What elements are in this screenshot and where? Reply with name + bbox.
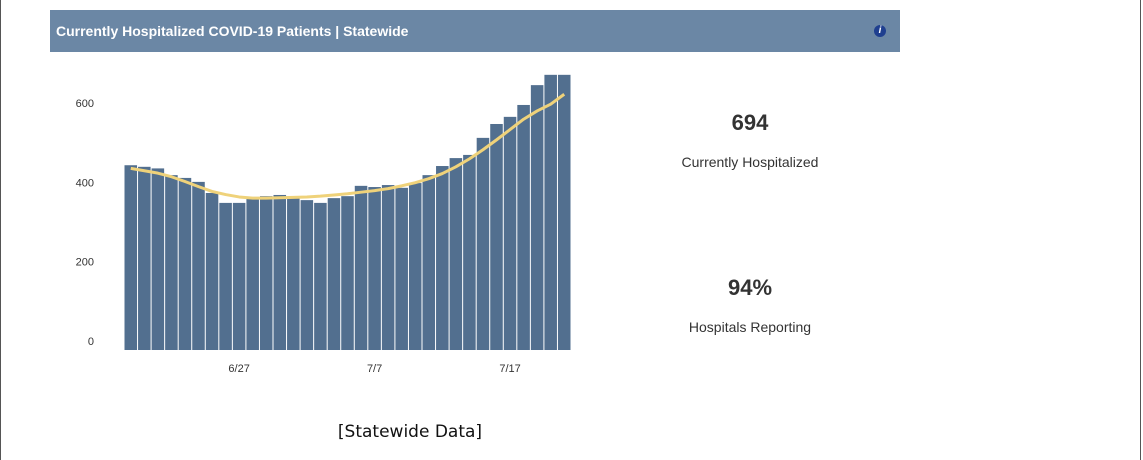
panel-title: Currently Hospitalized COVID-19 Patients…: [56, 23, 409, 39]
bar: [517, 104, 530, 350]
bar: [205, 192, 219, 350]
bar: [490, 123, 503, 351]
bar: [463, 154, 476, 350]
bar: [422, 175, 436, 350]
bar: [341, 196, 354, 350]
x-tick-label: 7/17: [499, 363, 520, 375]
bar: [287, 196, 300, 350]
bar: [530, 85, 544, 350]
y-tick-label: 200: [76, 257, 94, 269]
bar: [544, 74, 557, 350]
caption: [Statewide Data]: [337, 422, 483, 442]
stat: 94% Hospitals Reporting: [650, 275, 850, 335]
stat: 694 Currently Hospitalized: [650, 110, 850, 170]
bar: [449, 158, 463, 350]
y-tick-label: 0: [88, 336, 94, 348]
bar: [395, 187, 408, 350]
bar: [232, 202, 246, 350]
bar: [178, 177, 192, 350]
stat-value: 694: [731, 110, 769, 135]
panel-header: Currently Hospitalized COVID-19 Patients…: [50, 10, 900, 52]
bar: [273, 194, 287, 350]
stat-value: 94%: [727, 275, 773, 300]
info-icon[interactable]: i: [874, 25, 886, 37]
bar: [436, 166, 449, 350]
bar: [151, 168, 165, 350]
bar: [219, 202, 232, 350]
x-tick-label: 6/27: [228, 363, 249, 375]
bar: [476, 137, 490, 350]
trend-line: [130, 93, 566, 200]
bar: [314, 202, 327, 350]
bar: [124, 165, 138, 350]
stat-label: Currently Hospitalized: [681, 154, 819, 170]
stat-label: Hospitals Reporting: [688, 319, 812, 335]
bar: [259, 196, 273, 350]
y-tick-label: 600: [76, 98, 94, 110]
bar: [503, 116, 517, 350]
x-tick-label: 7/7: [367, 363, 382, 375]
bar: [408, 183, 422, 350]
bar: [165, 175, 178, 350]
bar: [557, 74, 571, 350]
bar: [192, 181, 205, 350]
chart: 0 200 400 600 6/27 7/7 7/17: [76, 74, 571, 375]
y-tick-label: 400: [76, 177, 94, 189]
bar: [138, 166, 151, 350]
bar: [327, 198, 341, 350]
bar: [246, 196, 259, 350]
bar: [354, 185, 368, 350]
bar: [300, 200, 314, 350]
bar: [368, 187, 381, 350]
bar: [381, 185, 395, 350]
